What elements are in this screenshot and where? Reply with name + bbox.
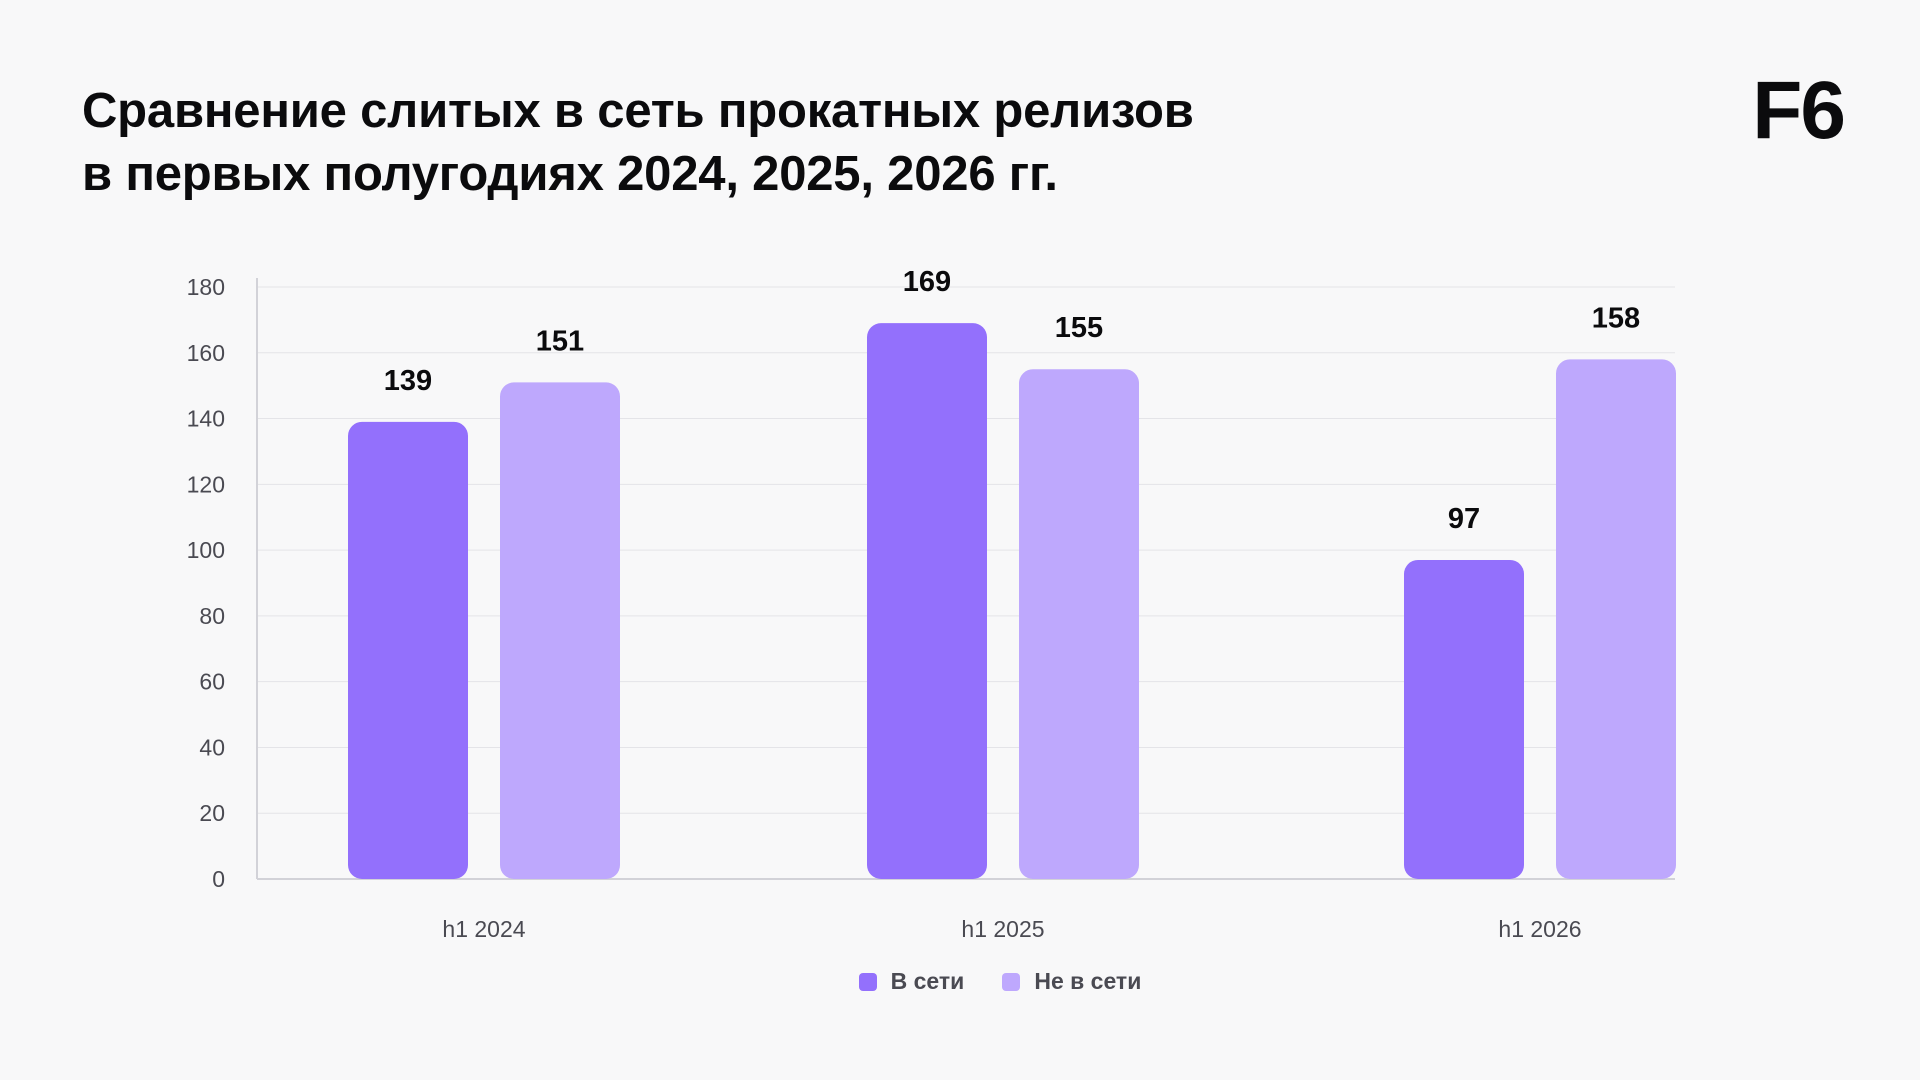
y-tick-label-180: 180 (187, 274, 225, 300)
legend-swatch-series-1 (858, 972, 877, 991)
data-label-2-h1-2024: 151 (536, 325, 584, 357)
y-tick-label-160: 160 (187, 340, 225, 366)
bar-1-h1-2024 (348, 421, 468, 879)
x-tick-label-h1-2024: h1 2024 (442, 916, 525, 942)
x-tick-label-h1-2025: h1 2025 (961, 916, 1044, 942)
bar-1-h1-2026 (1404, 559, 1524, 879)
chart-title: Сравнение слитых в сеть прокатных релизо… (82, 80, 1382, 206)
bar-2-h1-2026 (1556, 359, 1676, 879)
data-label-1-h1-2025: 169 (903, 266, 951, 298)
legend-swatch-series-2 (1002, 972, 1021, 991)
y-tick-label-20: 20 (199, 800, 225, 826)
chart-legend: В сети Не в сети (0, 968, 1920, 995)
bar-1-h1-2025 (867, 323, 987, 880)
bar-2-h1-2024 (500, 382, 620, 879)
legend-label-series-1: В сети (890, 968, 965, 994)
y-tick-label-80: 80 (199, 603, 225, 629)
x-tick-label-h1-2026: h1 2026 (1498, 916, 1581, 942)
y-tick-label-60: 60 (199, 669, 225, 695)
y-tick-label-40: 40 (199, 734, 225, 760)
y-tick-label-120: 120 (187, 471, 225, 497)
legend-label-series-2: Не в сети (1034, 968, 1142, 994)
legend-item-series-2: Не в сети (1002, 968, 1141, 995)
legend-item-series-1: В сети (858, 968, 965, 995)
y-tick-label-100: 100 (187, 537, 225, 563)
data-label-2-h1-2025: 155 (1055, 312, 1103, 344)
bar-2-h1-2025 (1019, 369, 1139, 879)
data-label-2-h1-2026: 158 (1592, 302, 1640, 334)
chart-title-line-1: Сравнение слитых в сеть прокатных релизо… (82, 84, 1194, 138)
data-label-1-h1-2026: 97 (1448, 503, 1480, 535)
chart-title-line-2: в первых полугодиях 2024, 2025, 2026 гг. (82, 147, 1058, 201)
f6-logo: F6 (1752, 65, 1846, 156)
data-label-1-h1-2024: 139 (384, 365, 432, 397)
y-tick-label-0: 0 (212, 866, 225, 892)
y-tick-label-140: 140 (187, 406, 225, 432)
